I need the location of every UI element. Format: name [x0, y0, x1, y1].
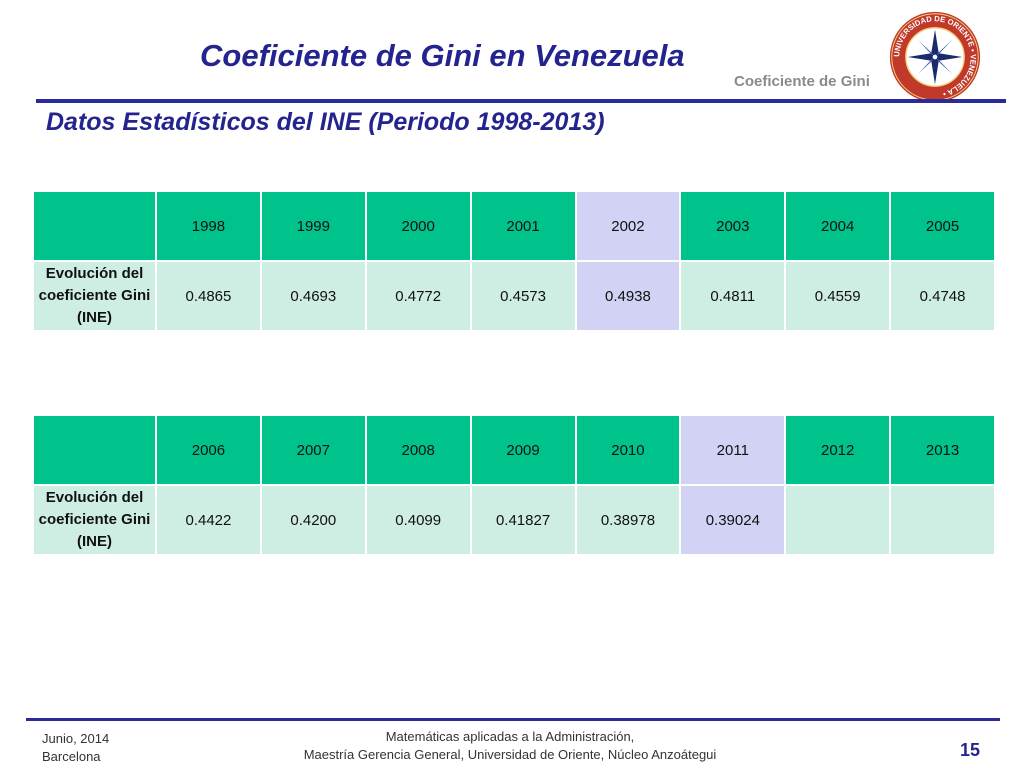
footer-date-place: Junio, 2014 Barcelona [42, 730, 109, 766]
footer-line-2: Maestría Gerencia General, Universidad d… [303, 747, 717, 762]
table-row: Evolución del coeficiente Gini (INE) 0.4… [34, 262, 994, 330]
value-cell: 0.4772 [366, 262, 470, 330]
header-corner-cell [34, 416, 155, 484]
value-cell: 0.4099 [366, 486, 470, 554]
slide-subtitle: Datos Estadísticos del INE (Periodo 1998… [46, 108, 605, 136]
year-cell: 1998 [157, 192, 260, 260]
row-label: Evolución del coeficiente Gini (INE) [34, 486, 155, 554]
table-header-row: 1998 1999 2000 2001 2002 2003 2004 2005 [34, 192, 994, 260]
value-cell: 0.4748 [891, 262, 994, 330]
table-header-row: 2006 2007 2008 2009 2010 2011 2012 2013 [34, 416, 994, 484]
slide-title: Coeficiente de Gini en Venezuela [200, 38, 685, 73]
value-cell: 0.4573 [471, 262, 575, 330]
university-seal-icon: UNIVERSIDAD DE ORIENTE • VENEZUELA • [889, 11, 981, 103]
value-cell-highlighted: 0.4938 [576, 262, 680, 330]
value-cell: 0.38978 [576, 486, 680, 554]
value-cell-highlighted: 0.39024 [681, 486, 785, 554]
year-cell: 2013 [891, 416, 994, 484]
year-cell: 2009 [471, 416, 575, 484]
section-tag: Coeficiente de Gini [734, 73, 870, 90]
page-number: 15 [960, 740, 981, 760]
footer-date: Junio, 2014 [42, 731, 110, 746]
year-cell-highlighted: 2002 [576, 192, 680, 260]
value-cell: 0.4559 [786, 262, 890, 330]
year-cell: 2007 [261, 416, 365, 484]
value-cell: 0.4422 [157, 486, 260, 554]
header-corner-cell [34, 192, 155, 260]
footer-line-1: Matemáticas aplicadas a la Administració… [385, 729, 635, 744]
row-label: Evolución del coeficiente Gini (INE) [34, 262, 155, 330]
year-cell: 2005 [891, 192, 994, 260]
header-divider [36, 99, 1006, 103]
footer-divider [26, 718, 1000, 721]
year-cell: 2012 [786, 416, 890, 484]
value-cell: 0.4811 [681, 262, 785, 330]
footer-course: Matemáticas aplicadas a la Administració… [270, 728, 750, 764]
value-cell: 0.4865 [157, 262, 260, 330]
footer-city: Barcelona [42, 749, 101, 764]
year-cell: 2004 [786, 192, 890, 260]
gini-table-1998-2005: 1998 1999 2000 2001 2002 2003 2004 2005 … [32, 190, 996, 332]
year-cell: 2001 [471, 192, 575, 260]
value-cell: 0.4693 [261, 262, 365, 330]
year-cell: 2000 [366, 192, 470, 260]
year-cell-highlighted: 2011 [681, 416, 785, 484]
value-cell: 0.41827 [471, 486, 575, 554]
year-cell: 2008 [366, 416, 470, 484]
gini-table-2006-2013: 2006 2007 2008 2009 2010 2011 2012 2013 … [32, 414, 996, 556]
value-cell [786, 486, 890, 554]
year-cell: 2003 [681, 192, 785, 260]
table-row: Evolución del coeficiente Gini (INE) 0.4… [34, 486, 994, 554]
year-cell: 2006 [157, 416, 260, 484]
value-cell [891, 486, 994, 554]
year-cell: 2010 [576, 416, 680, 484]
value-cell: 0.4200 [261, 486, 365, 554]
compass-rose-icon [907, 29, 963, 85]
year-cell: 1999 [261, 192, 365, 260]
